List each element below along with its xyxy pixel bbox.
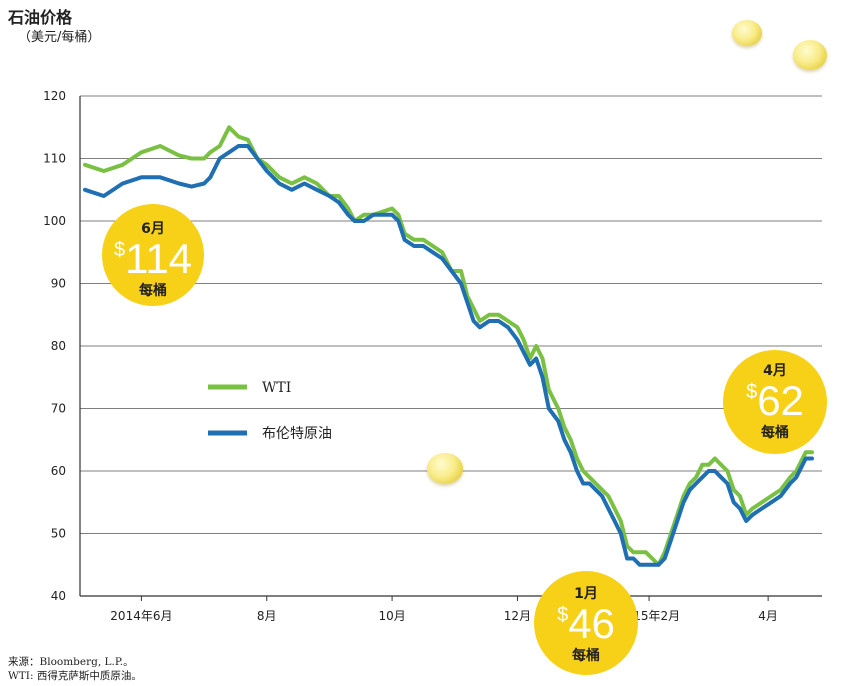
annotation-unit: 每桶: [761, 425, 789, 441]
chart-title: 石油价格: [8, 8, 73, 27]
annotation-month: 6月: [141, 221, 165, 237]
annotation-badge-jan: 1月 $46 每桶: [534, 571, 638, 675]
y-tick-label: 60: [51, 464, 66, 478]
source-note: 来源：Bloomberg, L.P.。: [8, 656, 134, 668]
y-axis-ticks: 40 50 60 70 80 90 100 110 120: [43, 89, 66, 603]
legend: WTI 布伦特原油: [208, 380, 332, 442]
coin-decoration-1: [732, 20, 762, 46]
annotation-badge-jun: 6月 $114 每桶: [102, 204, 204, 306]
x-tick-label: 8月: [257, 609, 277, 623]
legend-label-brent: 布伦特原油: [262, 426, 332, 442]
y-tick-label: 100: [43, 214, 66, 228]
y-tick-label: 80: [51, 339, 66, 353]
y-tick-label: 120: [43, 89, 66, 103]
annotation-value: $46: [557, 600, 615, 647]
x-axis-ticks: 2014年6月 8月 10月 12月 2015年2月 4月: [110, 596, 778, 623]
y-tick-label: 50: [51, 527, 66, 541]
series-line-brent: [83, 144, 814, 567]
wti-definition-note: WTI: 西得克萨斯中质原油。: [8, 670, 142, 682]
series-line-wti: [83, 125, 814, 567]
grid-lines: [79, 95, 822, 597]
x-tick-label: 2014年6月: [110, 609, 172, 623]
y-tick-label: 110: [43, 152, 66, 166]
y-tick-label: 70: [51, 402, 66, 416]
legend-label-wti: WTI: [262, 380, 291, 396]
x-tick-label: 4月: [758, 609, 778, 623]
y-tick-label: 90: [51, 277, 66, 291]
annotation-month: 4月: [763, 363, 787, 379]
y-tick-label: 40: [51, 589, 66, 603]
annotation-month: 1月: [574, 586, 598, 602]
annotation-badge-apr: 4月 $62 每桶: [723, 350, 827, 454]
annotation-unit: 每桶: [572, 648, 600, 664]
x-tick-label: 12月: [504, 609, 531, 623]
coin-decoration-3: [427, 453, 463, 484]
series-lines: [83, 125, 814, 567]
chart-subtitle: （美元/每桶）: [18, 30, 101, 45]
coin-decoration-2: [793, 40, 827, 70]
annotation-value: $62: [746, 377, 804, 424]
annotation-value: $114: [113, 235, 193, 282]
x-tick-label: 10月: [378, 609, 405, 623]
annotation-unit: 每桶: [139, 283, 167, 299]
